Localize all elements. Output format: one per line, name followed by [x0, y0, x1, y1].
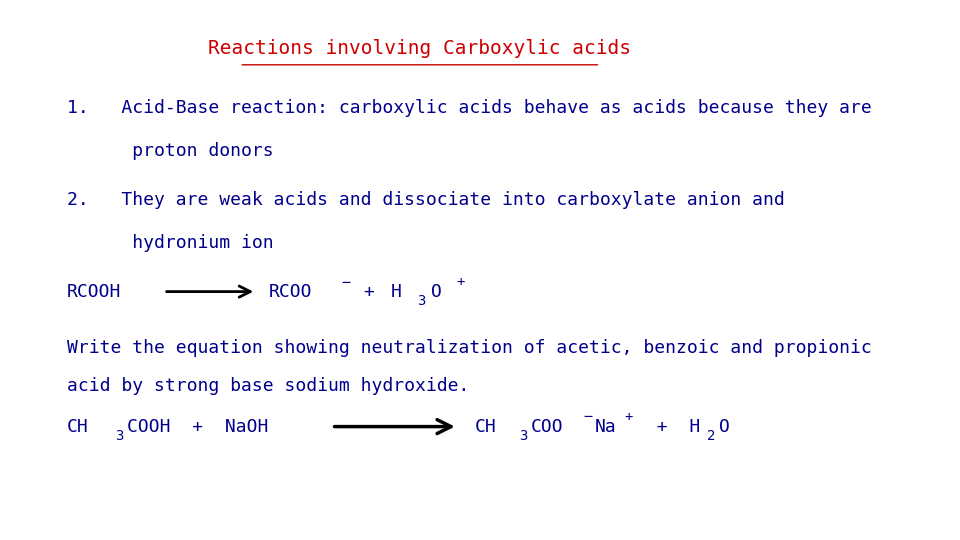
- Text: +: +: [456, 275, 465, 289]
- Text: 2: 2: [708, 429, 715, 443]
- Text: −: −: [584, 409, 592, 424]
- Text: O: O: [431, 282, 442, 301]
- Text: Na: Na: [594, 417, 616, 436]
- Text: 3: 3: [519, 429, 527, 443]
- Text: RCOOH: RCOOH: [67, 282, 122, 301]
- Text: 1.   Acid-Base reaction: carboxylic acids behave as acids because they are: 1. Acid-Base reaction: carboxylic acids …: [67, 99, 872, 117]
- Text: Write the equation showing neutralization of acetic, benzoic and propionic: Write the equation showing neutralizatio…: [67, 339, 872, 357]
- Text: proton donors: proton donors: [67, 142, 274, 160]
- Text: RCOO: RCOO: [269, 282, 312, 301]
- Text: hydronium ion: hydronium ion: [67, 234, 274, 252]
- Text: +: +: [624, 410, 633, 424]
- Text: CH: CH: [67, 417, 89, 436]
- Text: COO: COO: [531, 417, 564, 436]
- Text: 3: 3: [418, 294, 425, 308]
- Text: 2.   They are weak acids and dissociate into carboxylate anion and: 2. They are weak acids and dissociate in…: [67, 191, 785, 209]
- Text: Reactions involving Carboxylic acids: Reactions involving Carboxylic acids: [208, 39, 632, 58]
- Text: O: O: [719, 417, 730, 436]
- Text: H: H: [391, 282, 401, 301]
- Text: +  H: + H: [635, 417, 700, 436]
- Text: −: −: [341, 275, 350, 290]
- Text: 3: 3: [115, 429, 124, 443]
- Text: CH: CH: [474, 417, 496, 436]
- Text: acid by strong base sodium hydroxide.: acid by strong base sodium hydroxide.: [67, 377, 469, 395]
- Text: +: +: [363, 282, 373, 301]
- Text: COOH  +  NaOH: COOH + NaOH: [127, 417, 268, 436]
